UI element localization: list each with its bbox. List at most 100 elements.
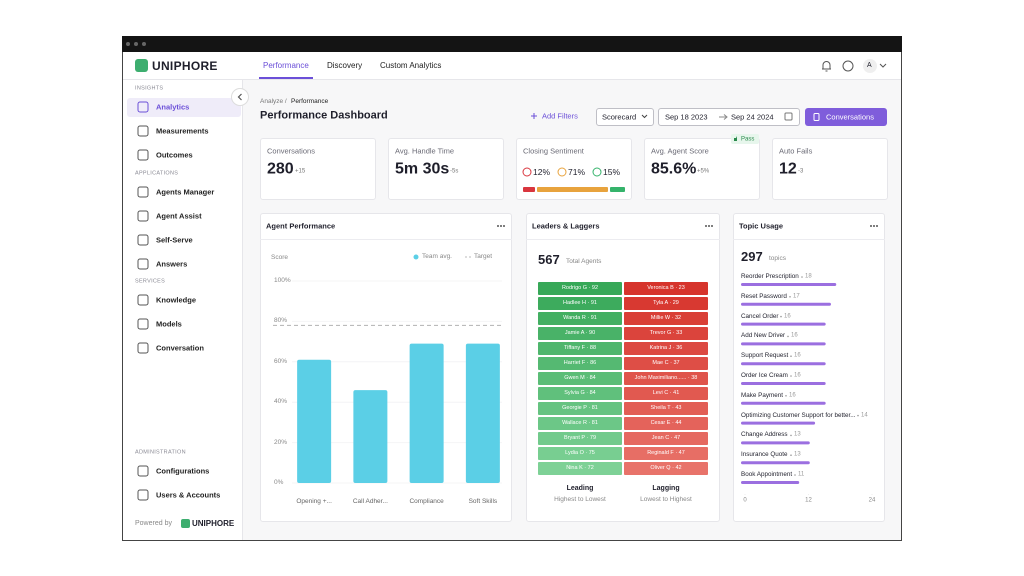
panel-divider (260, 239, 512, 240)
topic-total-label: topics (769, 255, 786, 263)
topic-name: Change Address (741, 431, 788, 439)
nav-item[interactable]: Conversation (156, 343, 204, 353)
avatar-letter: A (867, 61, 872, 69)
agent-cell[interactable]: Tiffany F · 88 (538, 342, 622, 355)
nav-section-title: ADMINISTRATION (135, 449, 186, 456)
x-tick-label: 24 (868, 497, 876, 504)
topic-count: 13 (794, 451, 801, 458)
breadcrumb-current: Performance (291, 98, 329, 106)
agent-cell[interactable]: Georgie P · 81 (538, 402, 622, 415)
topic-count: 16 (794, 372, 801, 379)
topic-count: 18 (805, 273, 812, 280)
topic-count: 16 (784, 313, 791, 319)
legend-label: Team avg. (422, 253, 452, 261)
collapse-button[interactable] (231, 88, 249, 106)
conversations-button[interactable] (805, 108, 887, 126)
y-tick-label: 100% (274, 277, 291, 285)
nav-tab[interactable]: Discovery (327, 61, 363, 71)
nav-item[interactable]: Agents Manager (156, 187, 215, 197)
agent-cell[interactable]: Rodrigo G · 92 (538, 282, 622, 295)
agent-cell[interactable]: Oliver Q · 42 (624, 462, 708, 475)
add-filters[interactable]: Add Filters (542, 111, 578, 121)
topic-usage-card (733, 213, 885, 522)
active-nav-bg (127, 98, 241, 117)
topic-name: Cancel Order (741, 312, 779, 320)
nav-item[interactable]: Answers (156, 259, 188, 269)
topic-name: Book Appointment (741, 471, 793, 479)
agent-cell[interactable]: Lydia O · 75 (538, 447, 622, 460)
topic-count: 13 (794, 431, 801, 438)
agent-cell[interactable]: Tyla A · 29 (624, 297, 708, 310)
date-to: Sep 24 2024 (731, 112, 774, 122)
nav-section-title: SERVICES (135, 278, 166, 285)
agent-cell[interactable]: Millie W · 32 (624, 312, 708, 325)
kpi-value: 5m 30s (395, 160, 450, 178)
x-tick-label: Compliance (409, 498, 444, 506)
nav-item[interactable]: Measurements (156, 126, 209, 136)
y-tick-label: 20% (274, 438, 288, 446)
nav-item[interactable]: Agent Assist (156, 211, 202, 221)
column-title: Lagging (652, 484, 680, 492)
topic-count: 14 (861, 412, 868, 418)
column-subtitle: Highest to Lowest (554, 496, 606, 504)
nav-tab[interactable]: Custom Analytics (380, 61, 442, 71)
nav-item[interactable]: Users & Accounts (156, 490, 221, 500)
powered-by: Powered by (135, 519, 172, 527)
kpi-value: 85.6% (651, 160, 697, 178)
agent-cell[interactable]: Mae C · 37 (624, 357, 708, 370)
topic-name: Optimizing Customer Support for better..… (741, 411, 856, 419)
sentiment-label: 15% (603, 166, 621, 177)
y-tick-label: 0% (274, 479, 284, 487)
date-from: Sep 18 2023 (665, 112, 708, 122)
agent-cell[interactable]: Sheila T · 43 (624, 402, 708, 415)
nav-item[interactable]: Analytics (156, 102, 190, 112)
avatar[interactable] (863, 59, 877, 73)
agent-cell[interactable]: Levi C · 41 (624, 387, 708, 400)
nav-item[interactable]: Knowledge (156, 295, 197, 305)
page-title: Performance Dashboard (260, 109, 388, 122)
x-tick-label: Call Adher... (352, 498, 388, 506)
nav-item[interactable]: Configurations (156, 466, 210, 476)
agent-cell[interactable]: Hadlee H · 91 (538, 297, 622, 310)
kpi-label: Auto Fails (779, 146, 813, 156)
topic-name: Insurance Quote (741, 451, 788, 459)
nav-item[interactable]: Outcomes (156, 150, 193, 160)
date-range[interactable] (658, 108, 800, 126)
leaders-total-label: Total Agents (566, 258, 602, 266)
kpi-badge-bg (731, 134, 759, 144)
x-tick-label: 0 (743, 497, 747, 504)
topic-total: 297 (741, 249, 763, 265)
logo-text: UNIPHORE (152, 58, 218, 73)
agent-cell[interactable]: Cesar E · 44 (624, 417, 708, 430)
agent-cell[interactable]: Jamie A · 90 (538, 327, 622, 340)
agent-cell[interactable]: Veronica B · 23 (624, 282, 708, 295)
topic-name: Make Payment (741, 392, 783, 400)
agent-cell[interactable]: Sylvia G · 84 (538, 387, 622, 400)
agent-cell[interactable]: Jean C · 47 (624, 432, 708, 445)
agent-cell[interactable]: Bryant P · 79 (538, 432, 622, 445)
agent-cell[interactable]: Wanda R · 91 (538, 312, 622, 325)
nav-item[interactable]: Self-Serve (156, 235, 193, 245)
kpi-card (260, 138, 376, 200)
kpi-label: Closing Sentiment (523, 146, 584, 156)
kpi-delta: +15 (295, 168, 306, 175)
agent-cell[interactable]: Nina K · 72 (538, 462, 622, 475)
y-tick-label: 60% (274, 357, 288, 365)
kpi-card (644, 138, 760, 200)
agent-cell[interactable]: John Maximiliano...... · 38 (624, 372, 708, 385)
agent-cell[interactable]: Reginald F · 47 (624, 447, 708, 460)
nav-item[interactable]: Models (156, 319, 182, 329)
column-title: Leading (566, 484, 594, 492)
nav-tab[interactable]: Performance (263, 61, 309, 71)
agent-cell[interactable]: Harriet F · 86 (538, 357, 622, 370)
tab-underline (259, 77, 313, 79)
conversations-button-label[interactable]: Conversations (826, 112, 874, 122)
agent-cell[interactable]: Katrina J · 36 (624, 342, 708, 355)
topic-count: 16 (794, 352, 801, 359)
agent-cell[interactable]: Gwen M · 84 (538, 372, 622, 385)
panel-title: Topic Usage (739, 221, 784, 231)
agent-cell[interactable]: Wallace R · 81 (538, 417, 622, 430)
scorecard-select[interactable] (596, 108, 654, 126)
agent-cell[interactable]: Trevor G · 33 (624, 327, 708, 340)
panel-divider (733, 239, 885, 240)
